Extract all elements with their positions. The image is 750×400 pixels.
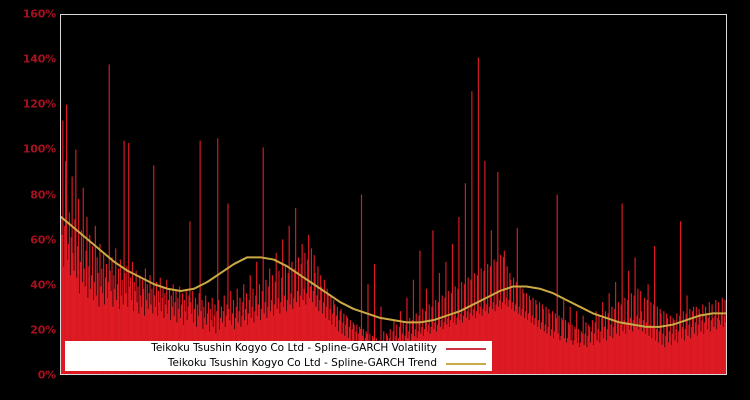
legend-entry-volatility: Teikoku Tsushin Kogyo Co Ltd - Spline-GA… bbox=[65, 341, 492, 356]
legend-entry-trend: Teikoku Tsushin Kogyo Co Ltd - Spline-GA… bbox=[65, 356, 492, 371]
y-tick-label-0: 0% bbox=[37, 368, 56, 382]
volatility-series bbox=[61, 57, 726, 374]
y-tick-label-20: 20% bbox=[30, 323, 56, 337]
y-tick-label-140: 140% bbox=[22, 52, 56, 66]
y-tick-label-100: 100% bbox=[22, 142, 56, 156]
y-tick-label-120: 120% bbox=[22, 97, 56, 111]
trend-series bbox=[61, 215, 726, 328]
legend-swatch-volatility bbox=[446, 347, 486, 350]
y-tick-label-80: 80% bbox=[30, 188, 56, 201]
y-tick-label-60: 60% bbox=[30, 233, 56, 247]
legend-label-volatility: Teikoku Tsushin Kogyo Co Ltd - Spline-GA… bbox=[151, 342, 437, 354]
legend-swatch-trend bbox=[446, 362, 486, 365]
y-axis: 160% 140% 120% 100% 80% 60% 40% 20% 0% bbox=[0, 0, 56, 400]
y-tick-label-40: 40% bbox=[30, 278, 56, 292]
y-tick-label-160: 160% bbox=[22, 7, 56, 21]
plot-area bbox=[61, 57, 726, 374]
legend-label-trend: Teikoku Tsushin Kogyo Co Ltd - Spline-GA… bbox=[167, 357, 437, 369]
chart-legend: Teikoku Tsushin Kogyo Co Ltd - Spline-GA… bbox=[65, 341, 492, 371]
